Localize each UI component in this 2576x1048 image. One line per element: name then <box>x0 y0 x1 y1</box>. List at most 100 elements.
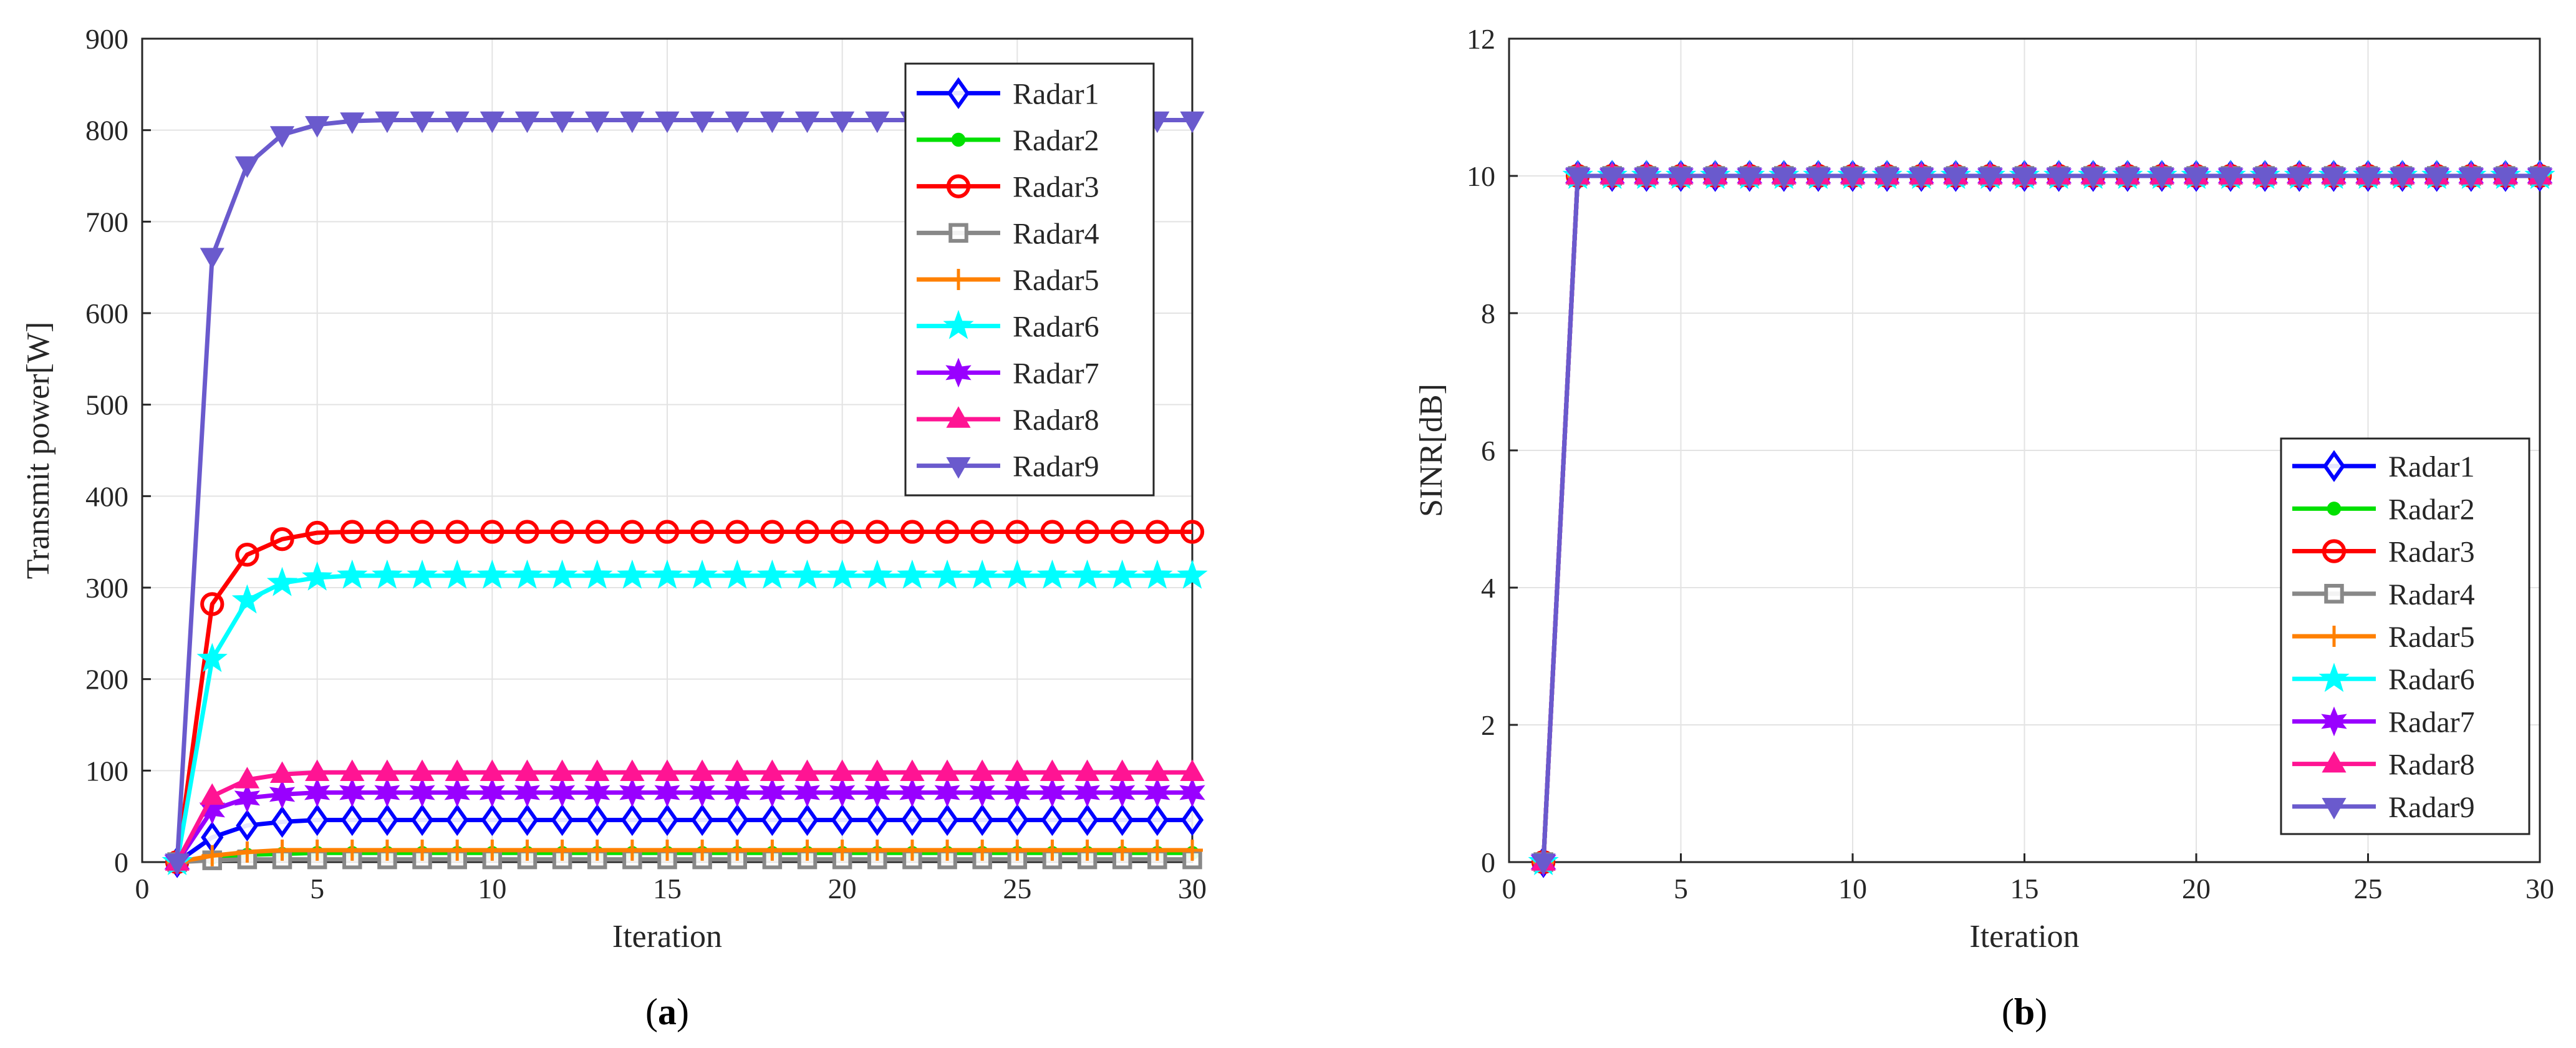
data-point-radar1 <box>306 803 329 837</box>
data-point-radar7 <box>759 777 786 808</box>
data-point-radar7 <box>1039 777 1066 808</box>
data-point-radar7 <box>899 777 925 808</box>
data-point-radar1 <box>831 803 854 837</box>
x-axis-label: Iteration <box>612 919 722 954</box>
data-point-radar8 <box>1180 759 1205 782</box>
data-point-radar5 <box>412 839 433 861</box>
data-point-radar9 <box>2047 167 2072 189</box>
data-point-radar6 <box>862 560 893 589</box>
data-point-radar6 <box>826 560 858 589</box>
data-point-radar9 <box>2355 167 2381 189</box>
x-tick-label: 20 <box>828 873 857 905</box>
y-tick-label: 500 <box>85 389 128 421</box>
data-point-radar9 <box>445 111 470 133</box>
data-point-radar9 <box>690 111 715 133</box>
legend-label: Radar3 <box>2388 536 2475 569</box>
data-point-radar1 <box>900 803 924 837</box>
legend-item: Radar5 <box>917 264 1099 297</box>
data-point-radar5 <box>761 839 783 861</box>
data-point-radar3 <box>830 520 854 544</box>
legend-marker <box>2322 539 2347 563</box>
data-point-radar9 <box>1531 853 1556 875</box>
y-tick-label: 300 <box>85 572 128 604</box>
caption-paren-open: ( <box>2002 991 2014 1032</box>
data-point-radar1 <box>410 803 434 837</box>
data-point-radar9 <box>655 111 680 133</box>
y-axis-label: SINR[dB] <box>1414 384 1449 517</box>
legend-label: Radar7 <box>1013 357 1099 390</box>
legend-label: Radar6 <box>2388 663 2475 696</box>
data-point-radar9 <box>269 126 295 148</box>
data-point-radar6 <box>897 560 928 589</box>
data-point-radar6 <box>791 560 823 589</box>
data-point-radar6 <box>1036 560 1068 589</box>
data-point-radar7 <box>934 777 960 808</box>
y-tick-label: 600 <box>85 298 128 329</box>
data-point-radar6 <box>266 566 298 596</box>
data-point-radar5 <box>831 839 853 861</box>
legend-item: Radar5 <box>2292 621 2475 654</box>
data-point-radar9 <box>2527 167 2552 189</box>
legend-label: Radar8 <box>2388 749 2475 782</box>
y-tick-label: 2 <box>1481 709 1495 741</box>
legend-item: Radar9 <box>917 450 1099 483</box>
data-point-radar6 <box>511 560 543 589</box>
caption-paren-open: ( <box>645 991 658 1032</box>
data-point-radar9 <box>375 111 400 133</box>
data-point-radar7 <box>1074 777 1101 808</box>
data-point-radar6 <box>301 561 333 591</box>
data-point-radar3 <box>340 520 364 544</box>
legend-label: Radar3 <box>1013 171 1099 204</box>
data-point-radar1 <box>655 803 679 837</box>
legend-item: Radar7 <box>2292 706 2475 739</box>
legend-label: Radar2 <box>2388 493 2475 526</box>
data-point-radar8 <box>900 759 925 782</box>
data-point-radar8 <box>935 759 960 782</box>
legend: Radar1 Radar2 Radar3 Radar4 Radar5 Radar6 Rada… <box>2280 437 2530 835</box>
data-point-radar9 <box>1874 167 1899 189</box>
data-point-radar3 <box>375 520 400 544</box>
data-point-radar5 <box>692 839 713 861</box>
data-point-radar5 <box>1076 839 1098 861</box>
legend-marker <box>951 132 966 147</box>
data-point-radar6 <box>407 560 438 589</box>
data-point-radar1 <box>1076 803 1099 837</box>
data-point-radar3 <box>410 520 435 544</box>
data-point-radar6 <box>337 560 368 589</box>
data-point-radar8 <box>234 767 259 788</box>
data-point-radar3 <box>865 520 889 544</box>
legend-item: Radar6 <box>917 309 1099 344</box>
data-point-radar9 <box>2390 167 2415 189</box>
data-point-radar5 <box>201 845 223 866</box>
legend-label: Radar6 <box>1013 311 1099 344</box>
legend-marker <box>2322 450 2346 482</box>
legend-marker <box>2323 626 2345 647</box>
data-point-radar7 <box>199 795 225 825</box>
data-point-radar3 <box>760 520 784 544</box>
data-point-radar5 <box>271 839 293 861</box>
data-point-radar8 <box>970 759 995 782</box>
data-point-radar3 <box>480 520 504 544</box>
data-point-radar3 <box>725 520 750 544</box>
data-point-radar3 <box>935 520 960 544</box>
chart-panel-a: 0 5 10 15 20 25 300100200300400500600700800900… <box>21 23 1208 1032</box>
series-line-radar3 <box>175 530 1192 863</box>
legend-item: Radar4 <box>2292 578 2475 611</box>
y-tick-label: 12 <box>1467 23 1495 55</box>
data-point-radar1 <box>481 803 504 837</box>
data-point-radar8 <box>1145 759 1170 782</box>
data-point-radar8 <box>585 759 610 782</box>
data-point-radar7 <box>269 779 296 810</box>
data-point-radar5 <box>1182 839 1203 861</box>
x-tick-label: 30 <box>2525 873 2554 905</box>
data-point-radar1 <box>691 803 714 837</box>
data-point-radar7 <box>689 777 715 808</box>
legend-marker <box>2318 662 2350 692</box>
data-point-radar5 <box>972 839 993 861</box>
data-point-radar6 <box>196 643 228 672</box>
y-tick-label: 700 <box>85 206 128 238</box>
legend-marker <box>947 77 970 109</box>
data-point-radar9 <box>2115 167 2140 189</box>
data-point-radar3 <box>690 520 715 544</box>
data-point-radar7 <box>969 777 995 808</box>
